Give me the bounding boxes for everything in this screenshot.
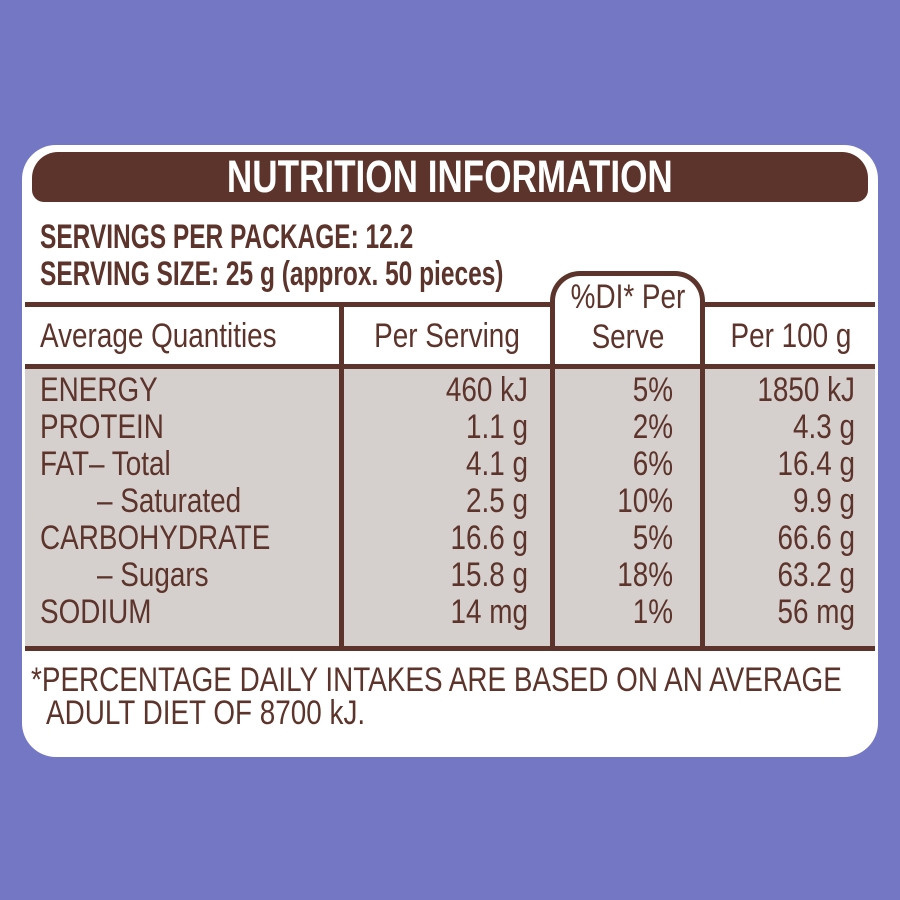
row-label: SODIUM [40,593,152,631]
di-value: 2% [632,408,673,446]
per-serving-value: 2.5 g [465,482,528,520]
column-divider [339,302,344,651]
per-serving-value: 460 kJ [445,371,528,409]
page-title: NUTRITION INFORMATION [227,151,673,202]
table-top-rule-left [25,302,553,307]
servings-per-package: SERVINGS PER PACKAGE: 12.2 [40,218,414,256]
col-header-per-serving: Per Serving [374,317,520,355]
row-label: PROTEIN [40,408,164,446]
row-label: ENERGY [40,371,158,409]
serving-size: SERVING SIZE: 25 g (approx. 50 pieces) [40,255,504,293]
col-header-average-quantities: Average Quantities [40,317,277,355]
table-row: SODIUM 14 mg 1% 56 mg [0,594,900,631]
per-100g-value: 56 mg [777,593,855,631]
row-label: CARBOHYDRATE [40,519,271,557]
per-100g-value: 66.6 g [777,519,855,557]
per-serving-value: 1.1 g [465,408,528,446]
title-bar: NUTRITION INFORMATION [32,152,868,202]
di-value: 5% [632,519,673,557]
row-label: FAT– Total [40,445,171,483]
di-value: 6% [632,445,673,483]
di-value: 1% [632,593,673,631]
di-column-tab [550,271,705,651]
footnote-line1: *PERCENTAGE DAILY INTAKES ARE BASED ON A… [31,661,842,699]
per-100g-value: 16.4 g [777,445,855,483]
per-100g-value: 63.2 g [777,556,855,594]
table-row: CARBOHYDRATE 16.6 g 5% 66.6 g [0,520,900,557]
col-header-di-line1: %DI* Per [570,278,686,316]
table-bottom-rule [25,646,875,651]
table-row: PROTEIN 1.1 g 2% 4.3 g [0,409,900,446]
table-row: – Saturated 2.5 g 10% 9.9 g [0,483,900,520]
per-100g-value: 4.3 g [792,408,855,446]
header-bottom-rule [25,364,875,369]
per-100g-value: 1850 kJ [757,371,855,409]
per-serving-value: 14 mg [450,593,528,631]
table-row: ENERGY 460 kJ 5% 1850 kJ [0,372,900,409]
table-top-rule-right [702,302,875,307]
di-value: 5% [632,371,673,409]
per-serving-value: 16.6 g [450,519,528,557]
per-serving-value: 15.8 g [450,556,528,594]
di-value: 18% [617,556,673,594]
footnote-line2: ADULT DIET OF 8700 kJ. [46,694,366,732]
table-row: FAT– Total 4.1 g 6% 16.4 g [0,446,900,483]
row-label: – Sugars [97,556,209,594]
di-value: 10% [617,482,673,520]
table-body-background [25,369,875,646]
per-100g-value: 9.9 g [792,482,855,520]
table-row: – Sugars 15.8 g 18% 63.2 g [0,557,900,594]
per-serving-value: 4.1 g [465,445,528,483]
col-header-per-100g: Per 100 g [730,317,852,355]
row-label: – Saturated [97,482,242,520]
col-header-di-line2: Serve [591,318,665,356]
